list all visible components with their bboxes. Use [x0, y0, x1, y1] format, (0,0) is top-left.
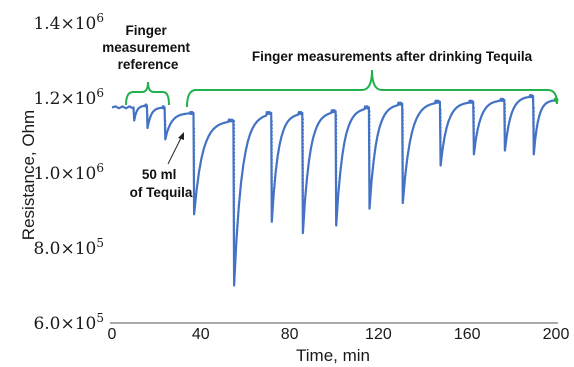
x-tick-label: 160 — [454, 326, 481, 343]
series-group — [111, 94, 559, 287]
reference-annotation-line: measurement — [102, 40, 190, 55]
resistance-series-line — [111, 94, 557, 287]
y-tick-label: 1.4×106 — [33, 11, 104, 34]
reference-brace — [125, 81, 170, 106]
y-axis-label: Resistance, Ohm — [19, 110, 38, 240]
x-tick-label: 0 — [108, 326, 117, 343]
y-tick-label: 8.0×105 — [33, 236, 104, 259]
y-axis-ticks: 6.0×105 8.0×105 1.0×106 1.2×106 1.4×106 — [33, 11, 104, 334]
tequila-brace — [186, 69, 558, 108]
tequila-dose-line: of Tequila — [130, 185, 193, 200]
tequila-dose-arrowhead — [178, 132, 184, 140]
y-tick-label: 1.0×106 — [33, 161, 104, 184]
reference-annotation: Finger measurement reference — [102, 23, 194, 72]
tequila-dose-arrow — [167, 135, 183, 165]
tequila-annotation: Finger measurements after drinking Tequi… — [252, 49, 533, 64]
x-axis-label: Time, min — [296, 346, 370, 365]
tequila-dose-annotation: 50 ml of Tequila — [130, 167, 193, 200]
tequila-dose-line: 50 ml — [142, 167, 177, 182]
x-axis-ticks: 0 40 80 120 160 200 — [108, 326, 570, 343]
reference-annotation-line: Finger — [125, 23, 167, 38]
y-tick-label: 6.0×105 — [33, 311, 104, 334]
reference-annotation-line: reference — [118, 57, 179, 72]
x-tick-label: 80 — [281, 326, 299, 343]
y-tick-label: 1.2×106 — [33, 86, 104, 109]
x-tick-label: 40 — [192, 326, 210, 343]
x-tick-label: 200 — [543, 326, 570, 343]
x-tick-label: 120 — [365, 326, 392, 343]
